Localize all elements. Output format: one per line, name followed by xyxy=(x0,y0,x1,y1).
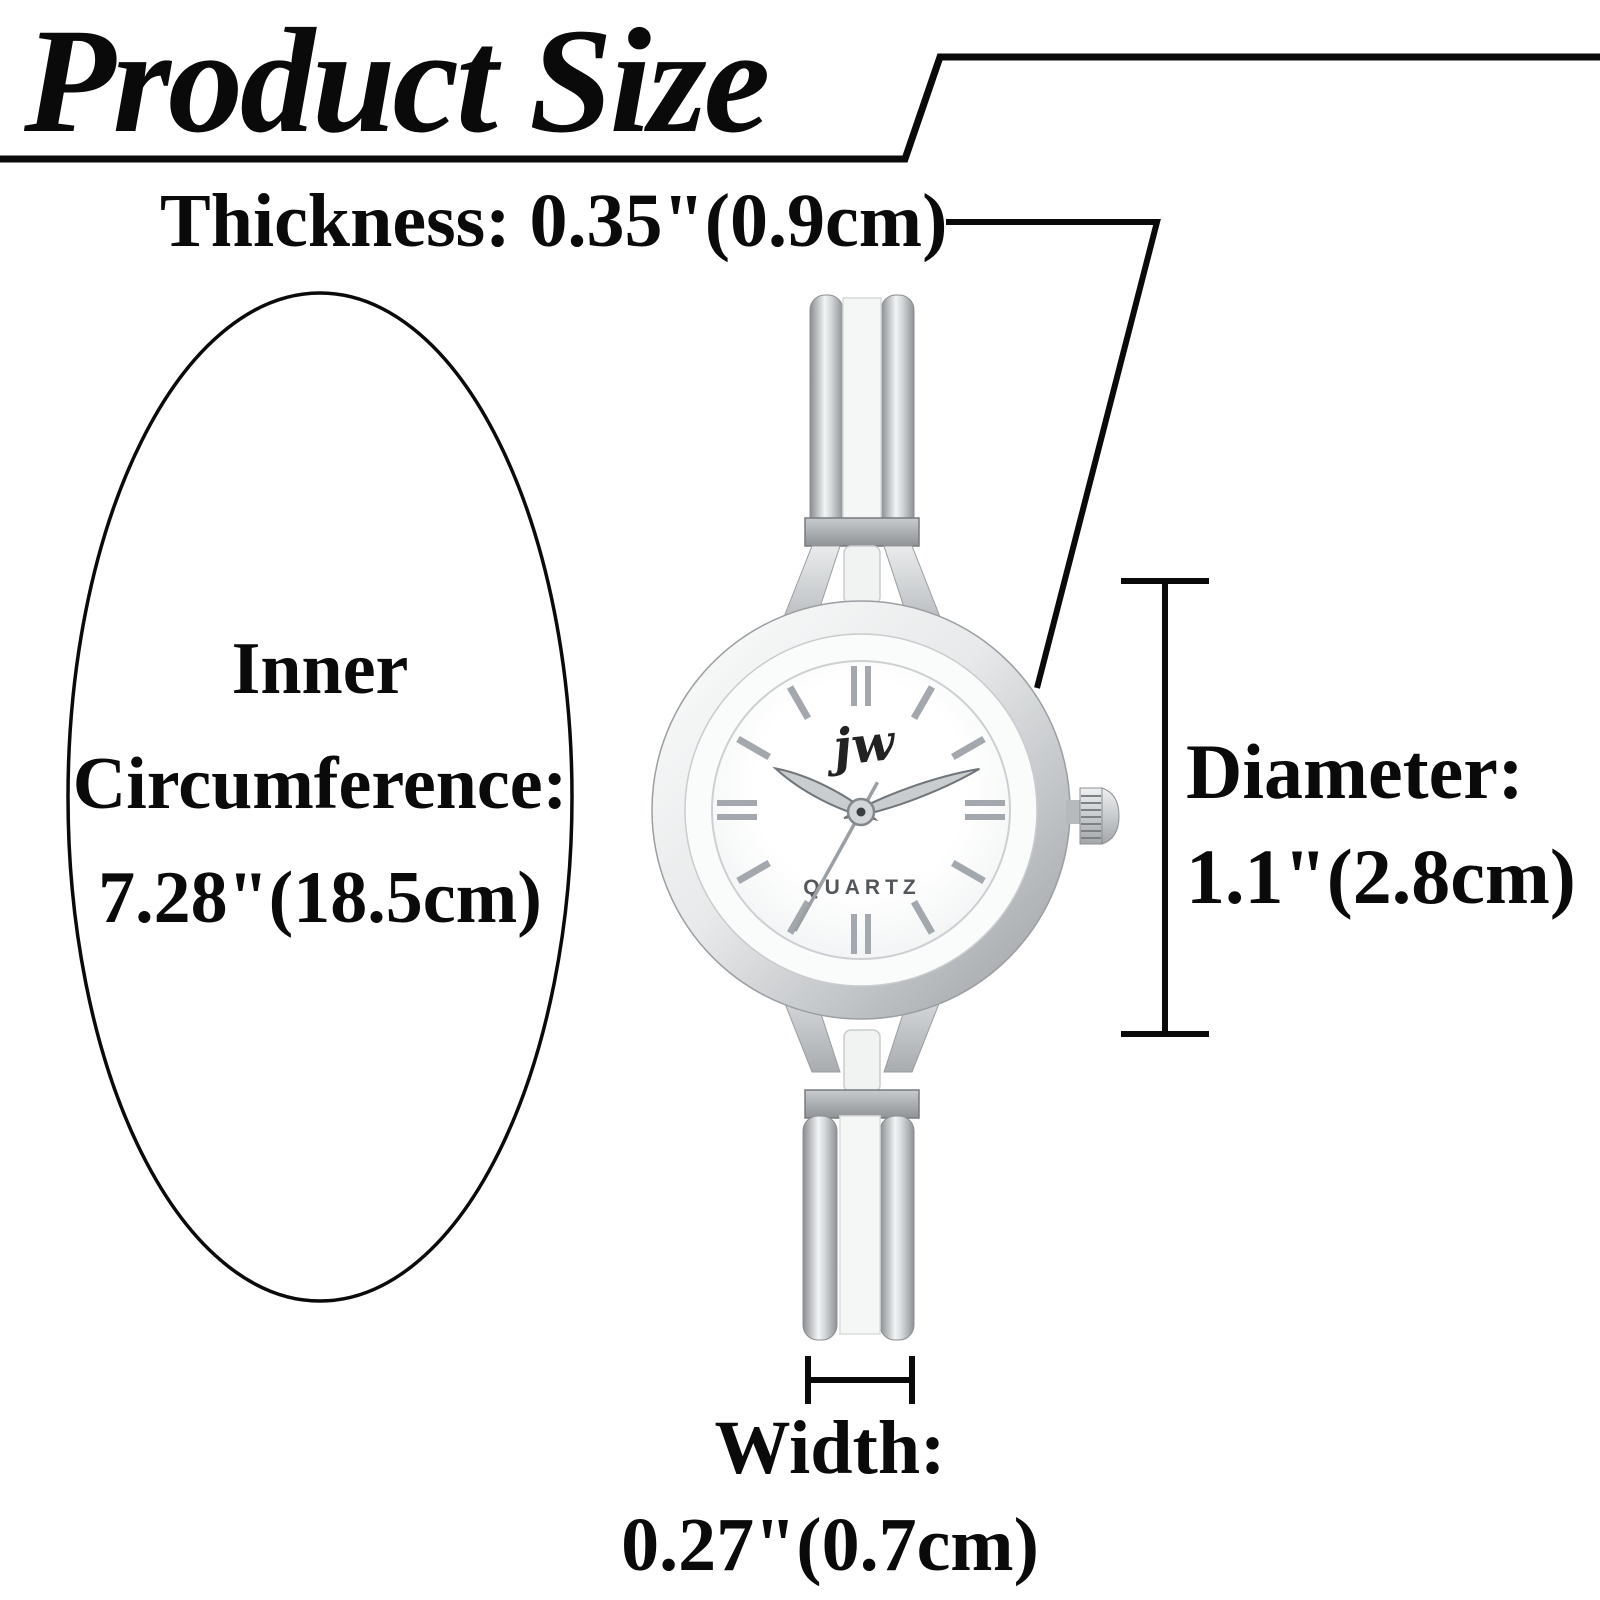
band-end-cap-top xyxy=(804,517,920,547)
inner-circumference-line-2: Circumference: xyxy=(72,742,568,825)
inner-circumference-ellipse xyxy=(66,291,574,1303)
width-measure-bracket xyxy=(805,1356,915,1404)
width-label: Width: 0.27"(0.7cm) xyxy=(530,1400,1130,1595)
diameter-line-2: 1.1"(2.8cm) xyxy=(1186,832,1576,920)
minute-hand xyxy=(843,767,980,820)
thickness-leader-line xyxy=(946,219,1161,689)
page-title: Product Size xyxy=(24,0,770,164)
watch-band-top xyxy=(777,294,947,651)
width-line-1: Width: xyxy=(714,1406,946,1490)
watch-illustration: jw QUARTZ xyxy=(651,294,1120,1341)
inner-circumference-line-1: Inner xyxy=(231,628,409,710)
width-line-2: 0.27"(0.7cm) xyxy=(621,1503,1039,1588)
watch-crown xyxy=(1066,787,1120,845)
diameter-measure-line xyxy=(1121,578,1209,1037)
inner-circumference-line-3: 7.28"(18.5cm) xyxy=(98,857,542,940)
watch-hands xyxy=(772,766,980,932)
watch-band-bottom xyxy=(777,967,947,1341)
band-connector-tab-bottom xyxy=(843,1029,881,1093)
title-rule-line xyxy=(0,53,1600,163)
band-connector-tab-top xyxy=(843,545,881,605)
watch-hour-markers xyxy=(717,666,1005,954)
thickness-label: Thickness: 0.35"(0.9cm) xyxy=(160,179,948,263)
inner-circumference-label: Inner Circumference: 7.28"(18.5cm) xyxy=(45,612,595,956)
diameter-line-1: Diameter: xyxy=(1186,728,1524,815)
diameter-label: Diameter: 1.1"(2.8cm) xyxy=(1186,720,1576,929)
watch-movement-label: QUARTZ xyxy=(803,876,921,899)
band-end-cap-bottom xyxy=(804,1089,920,1119)
